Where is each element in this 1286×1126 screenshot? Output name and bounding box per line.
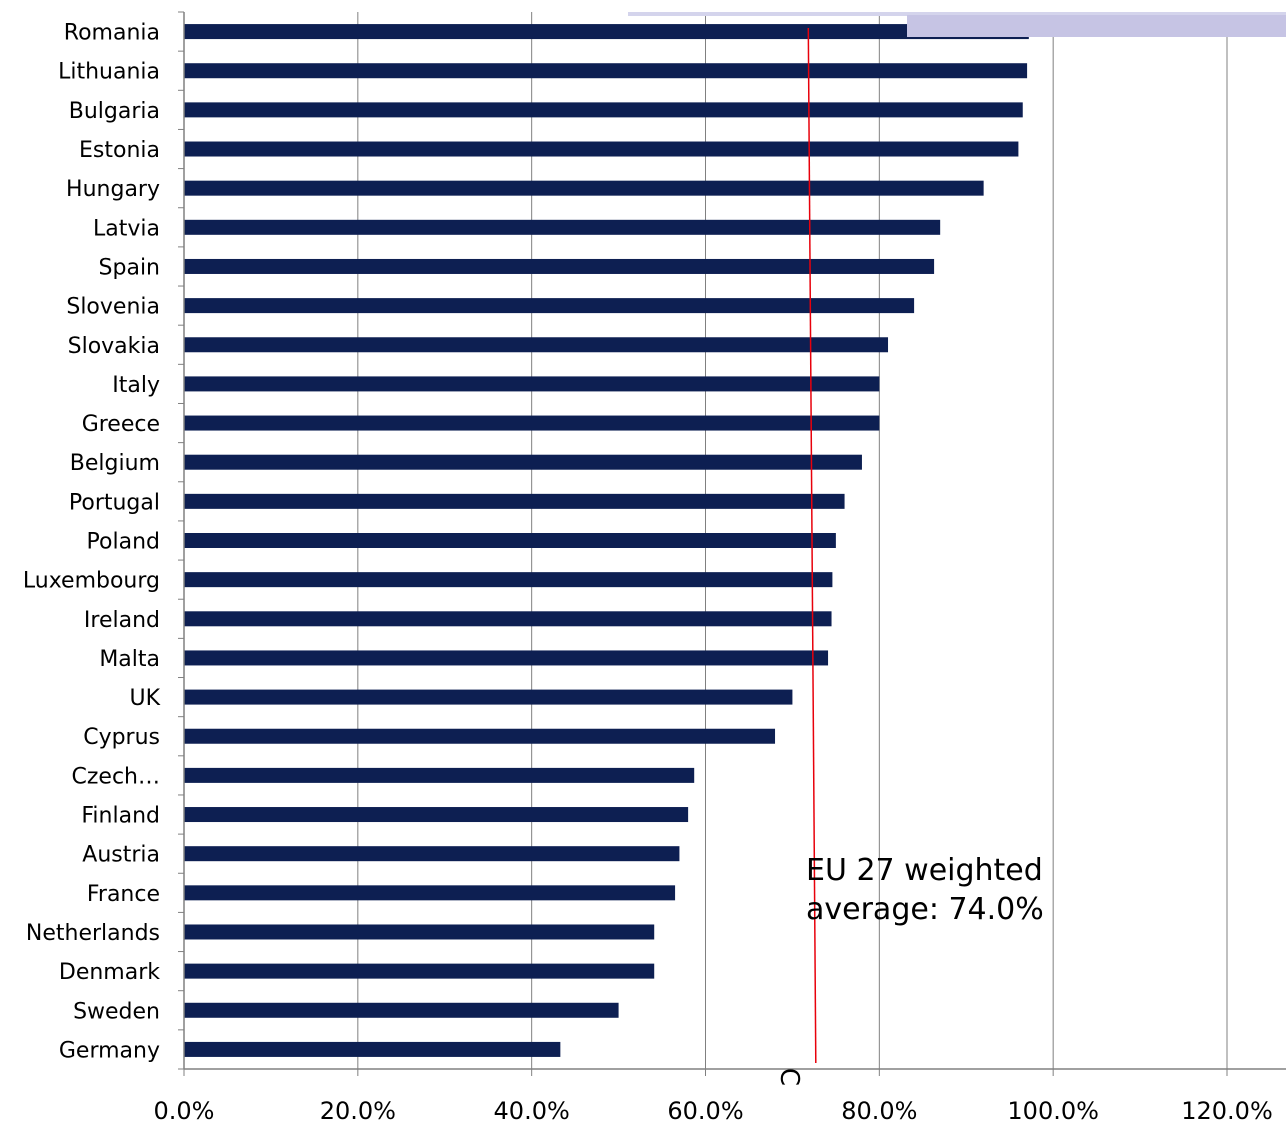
bar: [184, 1002, 619, 1018]
category-label: Luxembourg: [23, 569, 160, 594]
bar: [184, 885, 676, 901]
bar: [184, 611, 832, 627]
category-label: Greece: [82, 412, 160, 437]
category-label: Cyprus: [83, 725, 160, 750]
category-label: Belgium: [70, 451, 160, 476]
bar: [184, 689, 793, 705]
x-tick-labels: 0.0% 20.0% 40.0% 60.0% 80.0% 100.0% 120.0%: [154, 1097, 1273, 1125]
x-tick-label: 0.0%: [154, 1097, 215, 1125]
bar: [184, 767, 695, 783]
category-label: Slovakia: [68, 334, 160, 359]
category-label: Finland: [81, 804, 160, 829]
average-label-line2: average: 74.0%: [806, 892, 1044, 927]
category-labels: Romania Lithuania Bulgaria Estonia Hungary La…: [23, 21, 161, 1064]
stray-glyph: C: [774, 1067, 805, 1087]
category-label: Ireland: [84, 608, 160, 633]
x-tick-label: 20.0%: [320, 1097, 396, 1125]
bar: [184, 454, 862, 470]
category-label: Lithuania: [58, 60, 160, 85]
category-label: Germany: [59, 1038, 160, 1063]
category-label: Sweden: [73, 999, 160, 1024]
bar: [184, 533, 836, 548]
bar: [184, 493, 845, 509]
bar: [184, 219, 941, 235]
overlay-box: [907, 15, 1286, 37]
axes: [178, 11, 1286, 1070]
category-label: Spain: [99, 255, 160, 280]
category-label: Austria: [82, 843, 160, 868]
bar: [184, 337, 889, 353]
bar: [184, 258, 935, 274]
bar: [184, 298, 915, 314]
x-tick-label: 120.0%: [1181, 1097, 1273, 1125]
x-tick-label: 40.0%: [494, 1097, 570, 1125]
category-label: Slovenia: [66, 295, 160, 320]
bar: [184, 963, 655, 979]
category-label: Italy: [112, 373, 160, 398]
category-label: Denmark: [59, 960, 160, 985]
x-tick-label: 100.0%: [1007, 1097, 1099, 1125]
average-line: [807, 27, 817, 1064]
category-label: Bulgaria: [69, 99, 160, 124]
bar: [184, 924, 655, 940]
bar: [184, 63, 1028, 79]
x-tick-label: 60.0%: [667, 1097, 743, 1125]
category-label: Poland: [87, 530, 160, 555]
bar: [184, 376, 880, 392]
bar: [184, 102, 1023, 118]
category-label: Netherlands: [26, 921, 160, 946]
bar: [184, 1041, 561, 1057]
category-label: Hungary: [66, 177, 160, 202]
category-label: Estonia: [79, 138, 160, 163]
category-label: UK: [129, 686, 160, 711]
bar: [184, 141, 1019, 157]
bar: [184, 415, 880, 431]
bars: [184, 24, 1029, 1057]
x-tick-label: 80.0%: [841, 1097, 917, 1125]
bar: [184, 846, 680, 862]
bar: [184, 572, 833, 588]
bar: [184, 24, 1029, 40]
category-label: Czech…: [72, 764, 160, 789]
bar: [184, 728, 776, 744]
average-line-group: EU 27 weighted average: 74.0%: [806, 27, 1044, 1064]
bar: [184, 180, 984, 196]
category-label: France: [87, 882, 160, 907]
bar: [184, 807, 689, 823]
category-label: Latvia: [93, 216, 160, 241]
category-label: Romania: [64, 21, 160, 46]
category-label: Malta: [99, 647, 160, 672]
bar: [184, 650, 829, 666]
overlay-strip: [628, 12, 1286, 16]
category-label: Portugal: [69, 490, 160, 515]
average-label-line1: EU 27 weighted: [806, 853, 1043, 888]
